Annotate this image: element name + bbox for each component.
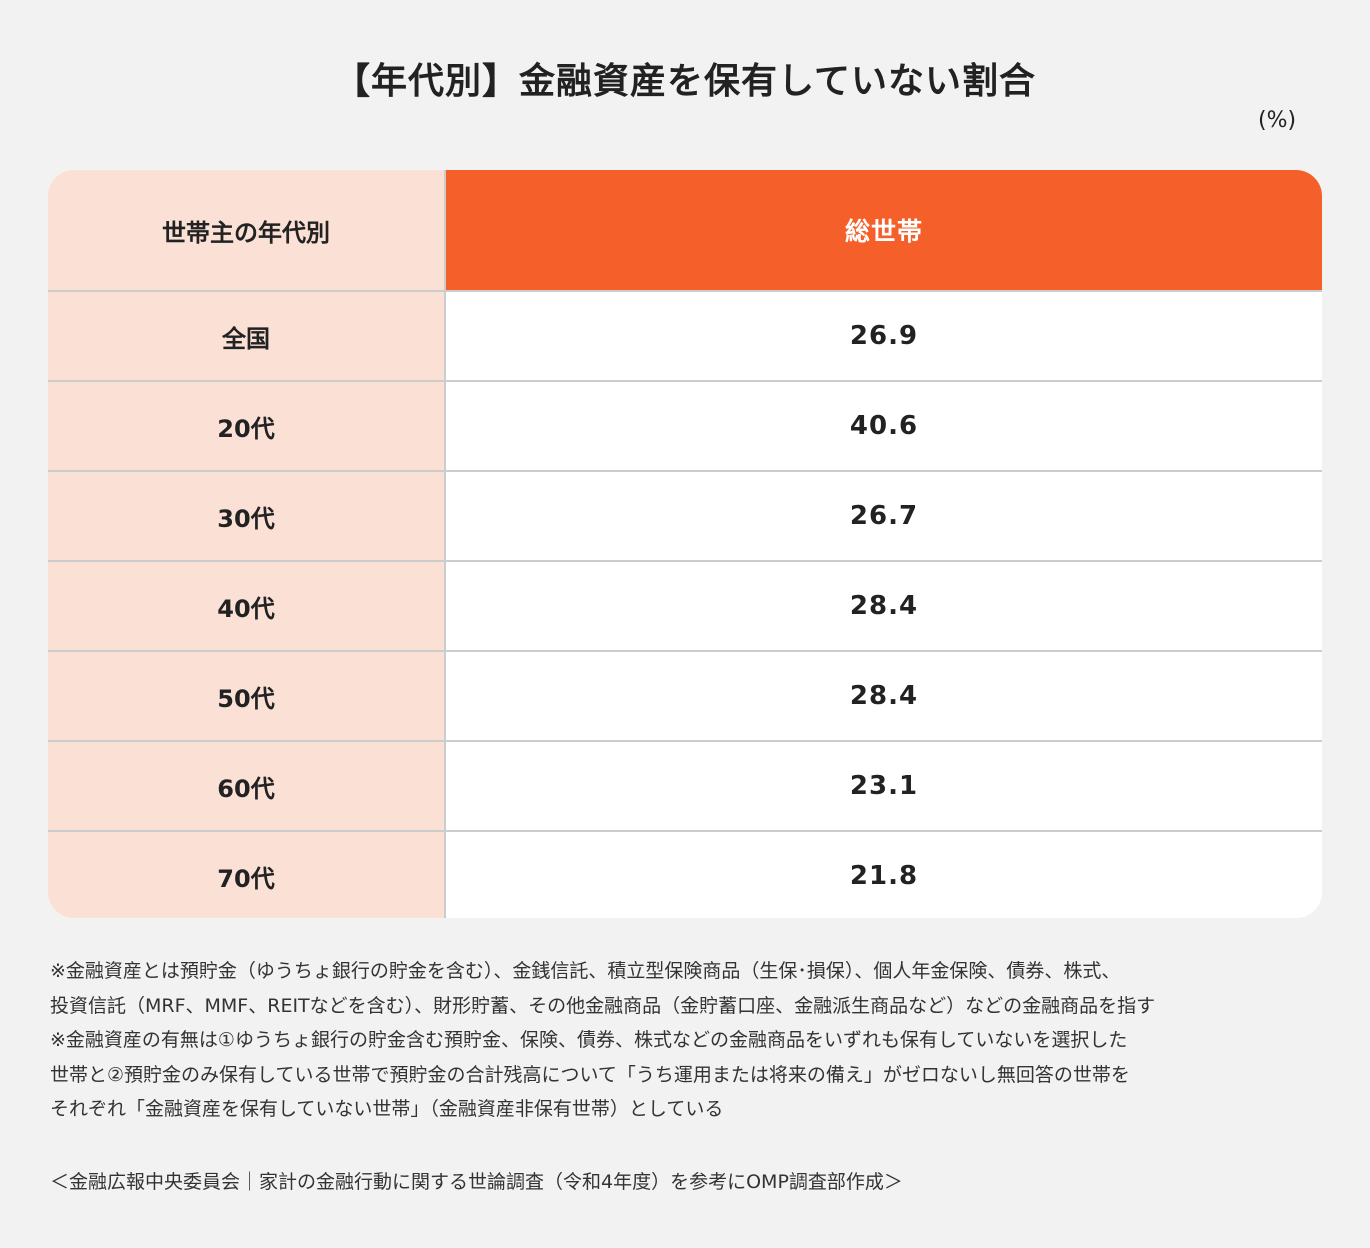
header-total-households: 総世帯 [446, 170, 1322, 290]
row-label: 50代 [48, 652, 446, 740]
row-value: 21.8 [446, 832, 1322, 918]
page-title: 【年代別】金融資産を保有していない割合 [334, 61, 1036, 102]
header-age-group: 世帯主の年代別 [48, 170, 446, 290]
table-row: 40代 28.4 [48, 560, 1322, 650]
footnote-line: ※金融資産とは預貯金（ゆうちょ銀行の貯金を含む）、金銭信託、積立型保険商品（生保… [50, 960, 1121, 982]
unit-label: (%) [1258, 108, 1297, 133]
row-value: 28.4 [446, 652, 1322, 740]
footnote-line: 世帯と②預貯金のみ保有している世帯で預貯金の合計残高について「うち運用または将来… [50, 1063, 1130, 1086]
row-label: 全国 [48, 292, 446, 380]
row-label: 30代 [48, 472, 446, 560]
footnotes: ※金融資産とは預貯金（ゆうちょ銀行の貯金を含む）、金銭信託、積立型保険商品（生保… [50, 954, 1350, 1127]
table-row: 全国 26.9 [48, 290, 1322, 380]
row-label: 40代 [48, 562, 446, 650]
table-row: 50代 28.4 [48, 650, 1322, 740]
row-value: 26.9 [446, 292, 1322, 380]
source-citation: ＜金融広報中央委員会｜家計の金融行動に関する世論調査（令和4年度）を参考にOMP… [50, 1171, 903, 1193]
row-label: 70代 [48, 832, 446, 918]
footnote-line: ※金融資産の有無は①ゆうちょ銀行の貯金含む預貯金、保険、債券、株式などの金融商品… [50, 1029, 1128, 1051]
table-header-row: 世帯主の年代別 総世帯 [48, 170, 1322, 290]
row-value: 23.1 [446, 742, 1322, 830]
table-row: 30代 26.7 [48, 470, 1322, 560]
row-value: 28.4 [446, 562, 1322, 650]
footnote-line: それぞれ「金融資産を保有していない世帯」（金融資産非保有世帯）としている [50, 1098, 724, 1120]
row-label: 20代 [48, 382, 446, 470]
row-value: 40.6 [446, 382, 1322, 470]
footnote-line: 投資信託（MRF、MMF、REITなどを含む）、財形貯蓄、その他金融商品（金貯蓄… [50, 994, 1156, 1017]
table-row: 20代 40.6 [48, 380, 1322, 470]
table-row: 60代 23.1 [48, 740, 1322, 830]
row-label: 60代 [48, 742, 446, 830]
data-table: 世帯主の年代別 総世帯 全国 26.9 20代 40.6 30代 26.7 40… [48, 170, 1322, 918]
row-value: 26.7 [446, 472, 1322, 560]
table-row: 70代 21.8 [48, 830, 1322, 918]
